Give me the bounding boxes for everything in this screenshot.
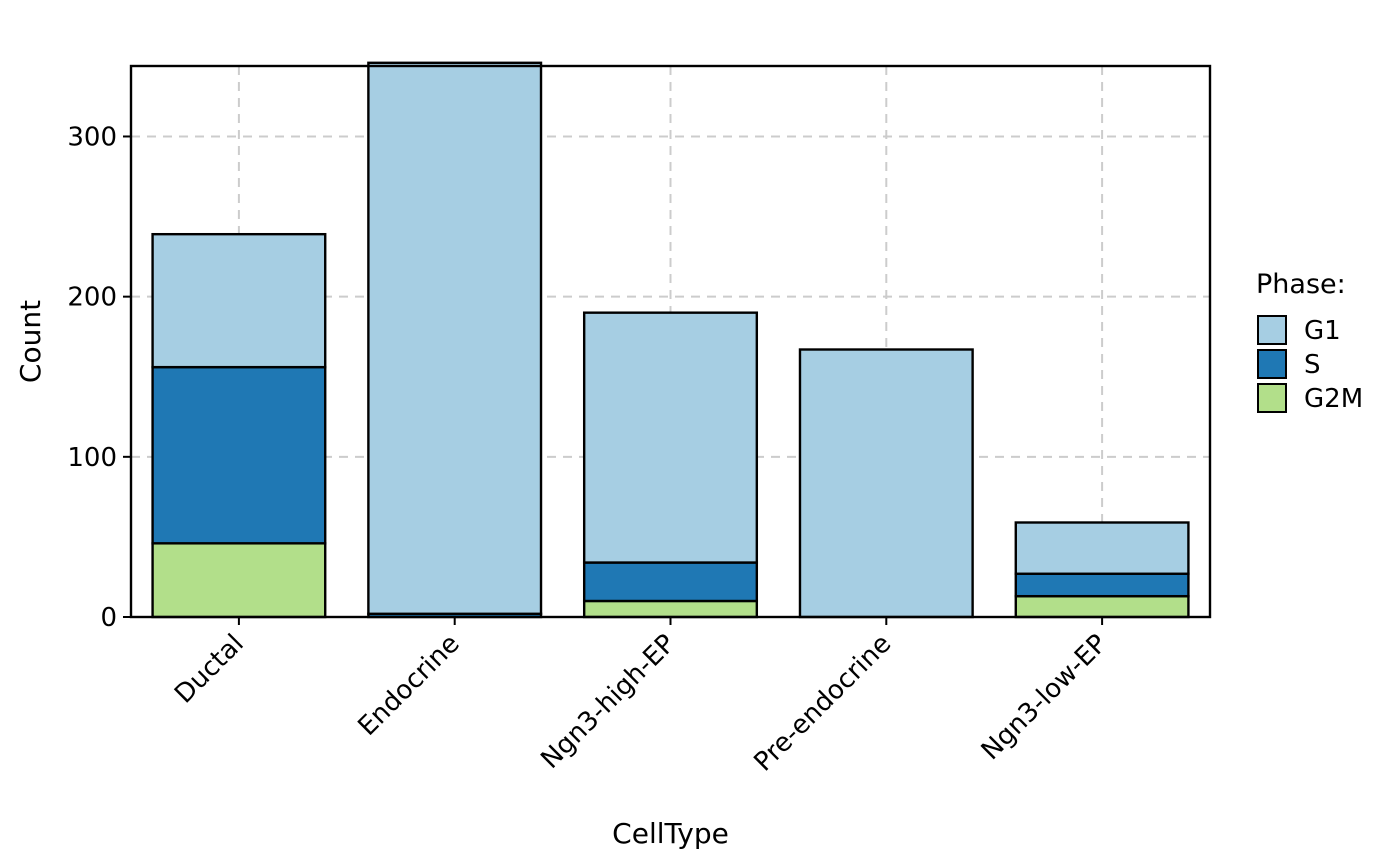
legend-key-g2m <box>1257 383 1287 413</box>
legend-label-g2m: G2M <box>1304 384 1363 414</box>
bar-g1-endocrine <box>367 61 543 615</box>
bar-g2m-ngn3-high-ep <box>582 599 759 619</box>
y-tick-label: 300 <box>67 122 117 152</box>
bar-g1-ngn3-low-ep <box>1014 521 1190 575</box>
y-axis: 0 100 200 300 <box>67 122 131 633</box>
bar-g2m-ductal <box>151 542 327 619</box>
x-tick-label: Endocrine <box>353 629 466 742</box>
y-tick-label: 100 <box>67 443 117 473</box>
legend-label-s: S <box>1304 350 1321 380</box>
legend: Phase: G1 S G2M <box>1256 269 1363 414</box>
x-axis: Ductal Endocrine Ngn3-high-EP Pre-endocrine… <box>169 617 1113 777</box>
bars <box>151 61 1190 619</box>
x-tick-label: Pre-endocrine <box>749 629 898 778</box>
x-tick-label: Ngn3-low-EP <box>976 629 1113 766</box>
y-axis-title: Count <box>14 300 47 383</box>
legend-key-g1 <box>1257 315 1287 345</box>
legend-title: Phase: <box>1256 269 1346 300</box>
bar-g2m-ngn3-low-ep <box>1014 594 1190 619</box>
legend-label-g1: G1 <box>1304 316 1341 346</box>
bar-s-ngn3-high-ep <box>582 561 759 603</box>
x-tick-label: Ngn3-high-EP <box>535 629 681 775</box>
bar-s-ductal <box>151 365 327 545</box>
bar-g1-pre-endocrine <box>798 348 974 619</box>
bar-g1-ngn3-high-ep <box>582 311 759 564</box>
y-tick-label: 0 <box>100 603 117 633</box>
y-tick-label: 200 <box>67 283 117 313</box>
x-tick-label: Ductal <box>169 629 250 710</box>
legend-key-s <box>1257 349 1287 379</box>
bar-s-ngn3-low-ep <box>1014 572 1190 598</box>
bar-g1-ductal <box>151 232 327 369</box>
x-axis-title: CellType <box>612 817 729 850</box>
